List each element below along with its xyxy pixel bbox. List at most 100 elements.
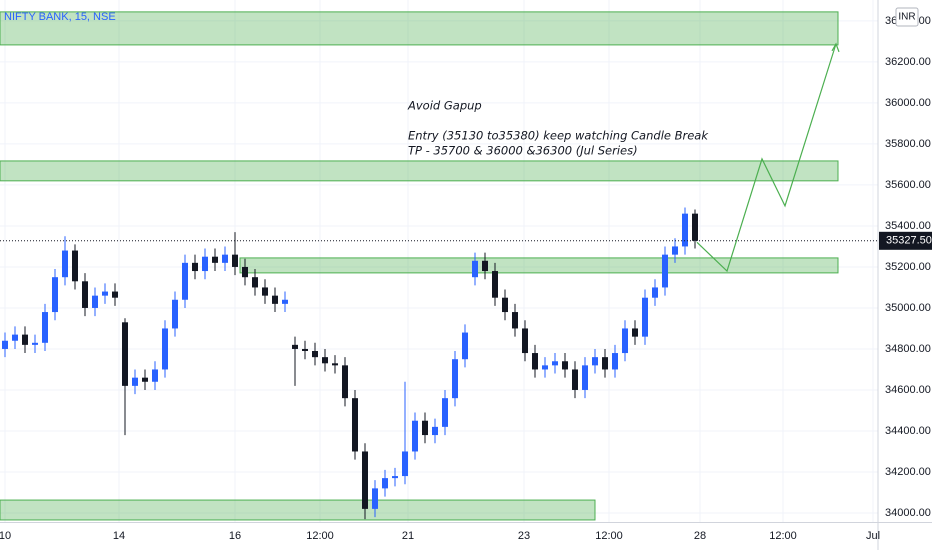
candle-body [42, 312, 48, 343]
candle-body [532, 353, 538, 370]
candle-body [372, 488, 378, 509]
candle-body [112, 291, 118, 298]
y-tick-label: 35600.00 [885, 179, 931, 191]
candle-body [142, 377, 148, 382]
candle-body [442, 398, 448, 427]
x-tick-label: 12:00 [595, 530, 623, 542]
candle-body [252, 277, 258, 288]
candle-body [382, 478, 388, 489]
candle-body [102, 291, 108, 296]
candle-body [22, 334, 28, 345]
candle-body [202, 256, 208, 272]
candle-body [132, 377, 138, 386]
candle-body [472, 260, 478, 278]
candle-body [402, 451, 408, 477]
candle-body [492, 271, 498, 298]
candle-body [282, 299, 288, 304]
candle-body [502, 297, 508, 313]
candle-body [192, 262, 198, 272]
candle-body [692, 213, 698, 241]
candle-body [342, 365, 348, 399]
x-tick-label: Jul [866, 530, 880, 542]
y-tick-label: 34600.00 [885, 384, 931, 396]
x-tick-label: 23 [518, 530, 530, 542]
candle-body [582, 365, 588, 390]
currency-label: INR [898, 12, 915, 23]
candle-body [392, 476, 398, 479]
candle-body [82, 281, 88, 308]
candle-body [622, 328, 628, 354]
candle-body [652, 287, 658, 298]
annotation: Avoid Gapup [407, 99, 482, 113]
zone [0, 11, 839, 46]
candle-body [262, 287, 268, 296]
axes: 34000.00 34200.00 34400.00 34600.00 34800.00… [0, 15, 931, 542]
y-tick-label: 34000.00 [885, 507, 931, 519]
x-tick-label: 28 [694, 530, 706, 542]
candle-body [612, 353, 618, 370]
x-tick-label: 12:00 [769, 530, 797, 542]
candle-body [172, 299, 178, 329]
y-tick-label: 35800.00 [885, 138, 931, 150]
candle-body [632, 328, 638, 337]
y-tick-label: 36000.00 [885, 97, 931, 109]
annotation: Entry (35130 to35380) keep watching Cand… [408, 129, 709, 143]
last-price-box [879, 231, 932, 250]
x-tick-label: 14 [113, 530, 125, 542]
candle-body [162, 328, 168, 370]
y-tick-label: 34400.00 [885, 425, 931, 437]
projection-line [696, 43, 837, 273]
candle-body [72, 250, 78, 282]
candle-body [452, 359, 458, 399]
candle-body [592, 357, 598, 366]
candle-body [552, 361, 558, 366]
candle-body [432, 426, 438, 436]
currency-badge [895, 7, 919, 27]
candle-body [122, 322, 128, 386]
candle-body [672, 246, 678, 255]
candle-body [522, 328, 528, 354]
candle-body [422, 420, 428, 436]
candle-body [642, 297, 648, 337]
candle-body [302, 348, 308, 352]
candle-body [462, 332, 468, 360]
x-tick-label: 21 [402, 530, 414, 542]
candle-body [222, 254, 228, 263]
zone [0, 160, 839, 182]
candle-body [682, 213, 688, 247]
candle-body [562, 361, 568, 370]
last-price-label: 35327.50 [886, 235, 932, 247]
candle-body [12, 334, 18, 341]
y-tick-label: 35400.00 [885, 220, 931, 232]
symbol-label: NIFTY BANK, 15, NSE [4, 11, 116, 23]
y-tick-label: 35200.00 [885, 261, 931, 273]
candle-body [322, 357, 328, 364]
candle-body [92, 295, 98, 308]
overlay: 35327.50 INR [879, 7, 932, 250]
annotation: TP - 35700 & 36000 &36300 (Jul Series) [408, 144, 638, 158]
zone [0, 499, 596, 521]
candle-body [292, 344, 298, 349]
candle-body [212, 256, 218, 263]
candle-body [52, 277, 58, 313]
x-tick-label: 16 [229, 530, 241, 542]
candle-body [602, 357, 608, 370]
candle-body [332, 363, 338, 366]
plot-area [0, 11, 878, 521]
candle-body [352, 398, 358, 452]
candle-body [182, 262, 188, 300]
x-tick-label: 12:00 [306, 530, 334, 542]
x-tick-label: 10 [0, 530, 11, 542]
candle-body [32, 342, 38, 345]
candle-body [152, 369, 158, 382]
candle-body [2, 340, 8, 349]
candle-body [572, 369, 578, 390]
projection-arrowhead [831, 42, 840, 53]
candle-body [242, 266, 248, 278]
y-tick-label: 34200.00 [885, 466, 931, 478]
zone [239, 257, 839, 274]
candle-body [542, 365, 548, 370]
candle-body [62, 250, 68, 278]
y-tick-label: 34800.00 [885, 343, 931, 355]
